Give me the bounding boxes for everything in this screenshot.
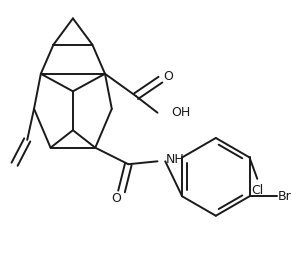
Text: Cl: Cl — [251, 184, 263, 197]
Text: O: O — [163, 70, 173, 83]
Text: NH: NH — [165, 153, 184, 166]
Text: O: O — [112, 192, 121, 205]
Text: OH: OH — [171, 106, 190, 119]
Text: Br: Br — [278, 190, 291, 203]
